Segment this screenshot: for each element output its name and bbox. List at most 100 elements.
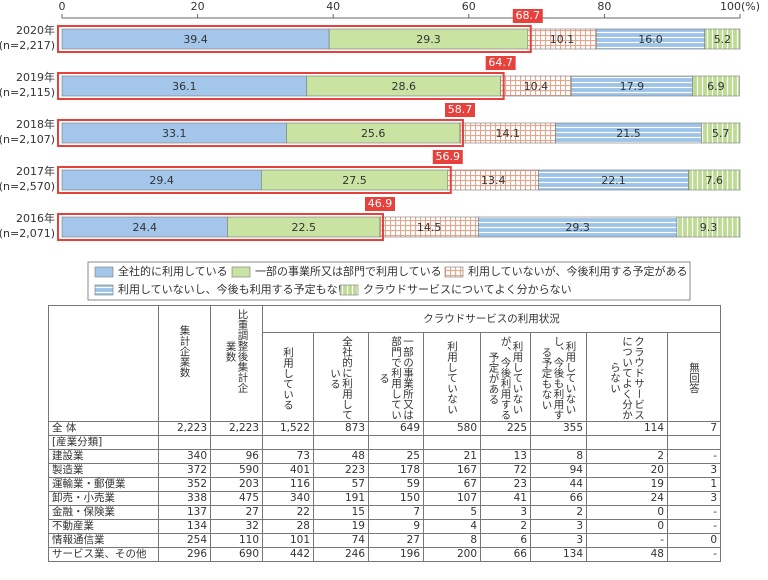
header-cell: 全社的に利用している	[313, 332, 369, 422]
value-label: 39.4	[183, 33, 208, 46]
header-cell: 一部の事業所又は部門で利用している	[368, 332, 424, 422]
table-cell: 110	[210, 533, 263, 548]
table-cell: 372	[158, 463, 211, 478]
legend-swatch	[94, 284, 114, 296]
row-label: 卸売・小売業	[48, 491, 159, 506]
legend-swatch	[231, 266, 251, 278]
highlight-box	[57, 213, 384, 241]
value-label: 14.1	[496, 127, 521, 140]
legend-swatch	[339, 284, 359, 296]
highlight-label-bg	[432, 150, 463, 164]
table-cell: 15	[313, 505, 369, 520]
x-tick-label: 40	[326, 0, 340, 13]
bar-segment	[701, 122, 741, 144]
table-cell: 200	[423, 547, 481, 562]
table-cell: 13	[480, 449, 531, 464]
table-cell	[262, 435, 314, 450]
table-cell: 66	[480, 547, 531, 562]
table-cell: 690	[210, 547, 263, 562]
table-cell: -	[586, 533, 668, 548]
row-label: 情報通信業	[48, 533, 159, 548]
table-cell: 57	[313, 477, 369, 492]
table-cell: 649	[368, 421, 424, 436]
table-cell: 67	[423, 477, 481, 492]
table-cell: 66	[530, 491, 587, 506]
header-cell: 集計企業数	[158, 305, 211, 422]
table-cell: 96	[210, 449, 263, 464]
legend-swatch	[444, 266, 464, 278]
header-text: 全社的に利用している	[329, 336, 353, 420]
table-cell: 44	[530, 477, 587, 492]
category-label: 2017年	[16, 164, 55, 178]
value-label: 16.0	[638, 33, 663, 46]
header-text: 集計企業数	[178, 324, 191, 378]
bar-segment	[692, 75, 740, 97]
table-cell: 352	[158, 477, 211, 492]
value-label: 14.5	[417, 221, 442, 234]
table-cell: 24	[586, 491, 668, 506]
table-cell: 20	[586, 463, 668, 478]
value-label: 29.3	[416, 33, 441, 46]
header-cell: 比重調整後集計企業数	[210, 305, 263, 422]
bar-segment	[676, 216, 741, 238]
header-cell: 無回答	[667, 332, 721, 422]
highlight-box	[57, 166, 452, 194]
table-cell: 23	[480, 477, 531, 492]
highlight-label-bg	[512, 9, 543, 23]
header-text: 無回答	[688, 362, 700, 394]
table-cell: 191	[313, 491, 369, 506]
header-cell: 利用していないが、今後利用する予定がある	[480, 332, 531, 422]
table-cell	[210, 435, 263, 450]
table-cell	[667, 435, 721, 450]
table-cell: 8	[530, 449, 587, 464]
table-cell: 0	[586, 519, 668, 534]
table-cell: 114	[586, 421, 668, 436]
header-cell: クラウドサービスについてよく分からない	[586, 332, 668, 422]
table-cell	[313, 435, 369, 450]
table-cell: 2,223	[158, 421, 211, 436]
legend-label: 一部の事業所又は部門で利用している	[255, 264, 442, 278]
legend-label: 全社的に利用している	[118, 264, 228, 278]
table-row: 運輸業・郵便業 352 203 116 57 59 67 23 44 19 1	[48, 477, 721, 492]
value-label: 28.6	[391, 80, 416, 93]
table-cell: 355	[530, 421, 587, 436]
table-cell: 1,522	[262, 421, 314, 436]
row-label: サービス業、その他	[48, 547, 159, 562]
highlight-box	[57, 25, 532, 53]
table-cell: -	[667, 505, 721, 520]
legend-swatch	[94, 266, 114, 278]
table-cell	[480, 435, 531, 450]
table-cell: 9	[368, 519, 424, 534]
table-row: 全 体 2,223 2,223 1,522 873 649 580 225 355 114 7	[48, 421, 721, 436]
table-cell: 19	[586, 477, 668, 492]
table-cell: 5	[423, 505, 481, 520]
highlight-box	[57, 72, 505, 100]
row-label: 金融・保険業	[48, 505, 159, 520]
table-cell: 178	[368, 463, 424, 478]
table-cell: 27	[368, 533, 424, 548]
table-cell: 338	[158, 491, 211, 506]
table-cell: 94	[530, 463, 587, 478]
header-text: 利用していない	[446, 341, 458, 415]
table-row: 卸売・小売業 338 475 340 191 150 107 41 66 24 3	[48, 491, 721, 506]
table-cell: -	[667, 547, 721, 562]
table-cell: 3	[667, 491, 721, 506]
value-label: 9.3	[700, 221, 718, 234]
table-cell: 48	[313, 449, 369, 464]
value-label: 29.3	[565, 221, 590, 234]
table-cell: 25	[368, 449, 424, 464]
category-label: 2020年	[16, 23, 55, 37]
table-cell: 116	[262, 477, 314, 492]
highlight-label: 46.9	[368, 197, 393, 210]
table-cell: 59	[368, 477, 424, 492]
category-note: (n=2,107)	[0, 133, 55, 146]
table-cell: 2	[586, 449, 668, 464]
table-cell: 167	[423, 463, 481, 478]
table-cell: 73	[262, 449, 314, 464]
legend-box	[87, 261, 691, 301]
value-label: 17.9	[620, 80, 645, 93]
table-cell: 4	[423, 519, 481, 534]
table-cell: 7	[667, 421, 721, 436]
highlight-label: 58.7	[448, 103, 473, 116]
table-cell	[530, 435, 587, 450]
